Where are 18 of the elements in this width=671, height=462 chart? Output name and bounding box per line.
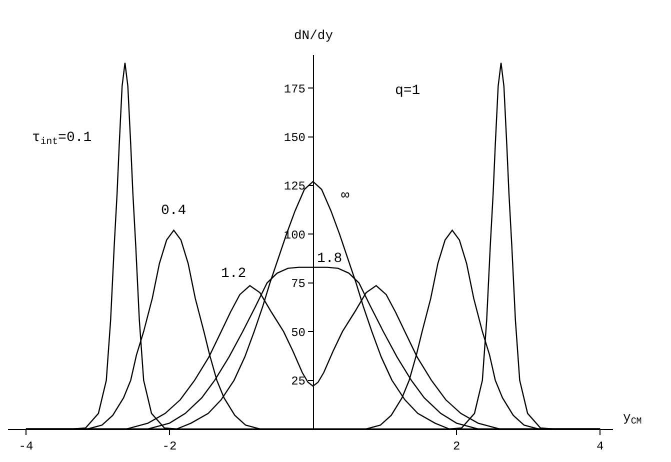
y-tick-label: 125 [284,180,306,194]
series-label: τ$_{int}$=0.1 [32,130,92,147]
annotation: q=1 [395,83,420,99]
x-tick-label: -4 [18,440,34,454]
y-tick-label: 75 [291,277,306,292]
x-tick-label: -2 [162,440,177,454]
x-tick-label: 4 [596,440,604,454]
y-tick-label: 50 [291,326,306,340]
series-label: 1.2 [221,266,246,282]
series-label: ∞ [341,188,350,204]
y-tick-label: 175 [284,82,306,96]
y-axis-title: dN/dy [294,28,334,43]
y-tick-label: 25 [291,374,306,388]
series-label: 1.8 [317,251,342,267]
x-tick-label: 2 [452,440,460,454]
y-tick-label: 150 [284,131,306,146]
series-label: 0.4 [161,203,186,219]
x-axis-title: y$_{CM}$ [623,410,642,427]
